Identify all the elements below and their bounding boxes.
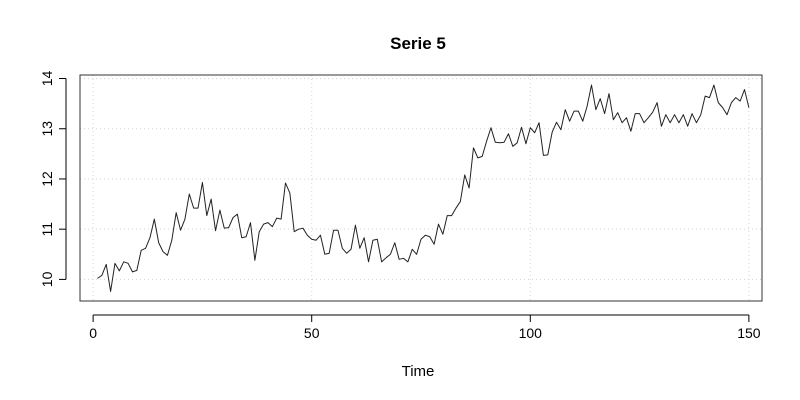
- y-axis: 10 11 12 13 14: [39, 71, 67, 287]
- y-tick-label: 12: [39, 171, 55, 187]
- data-series-line: [97, 84, 750, 292]
- x-axis: 0 50 100 150: [89, 314, 761, 341]
- grid: [80, 75, 762, 301]
- x-tick-label: 100: [519, 325, 543, 341]
- x-axis-label: Time: [402, 363, 435, 380]
- y-tick-label: 14: [39, 71, 55, 87]
- plot-area: [79, 74, 763, 302]
- x-tick-label: 150: [737, 325, 761, 341]
- x-tick-label: 0: [89, 325, 97, 341]
- chart-title: Serie 5: [390, 34, 446, 53]
- y-tick-label: 10: [39, 271, 55, 287]
- y-tick-label: 13: [39, 121, 55, 137]
- y-tick-label: 11: [39, 222, 55, 237]
- x-tick-label: 50: [304, 325, 320, 341]
- series-line: [97, 84, 750, 292]
